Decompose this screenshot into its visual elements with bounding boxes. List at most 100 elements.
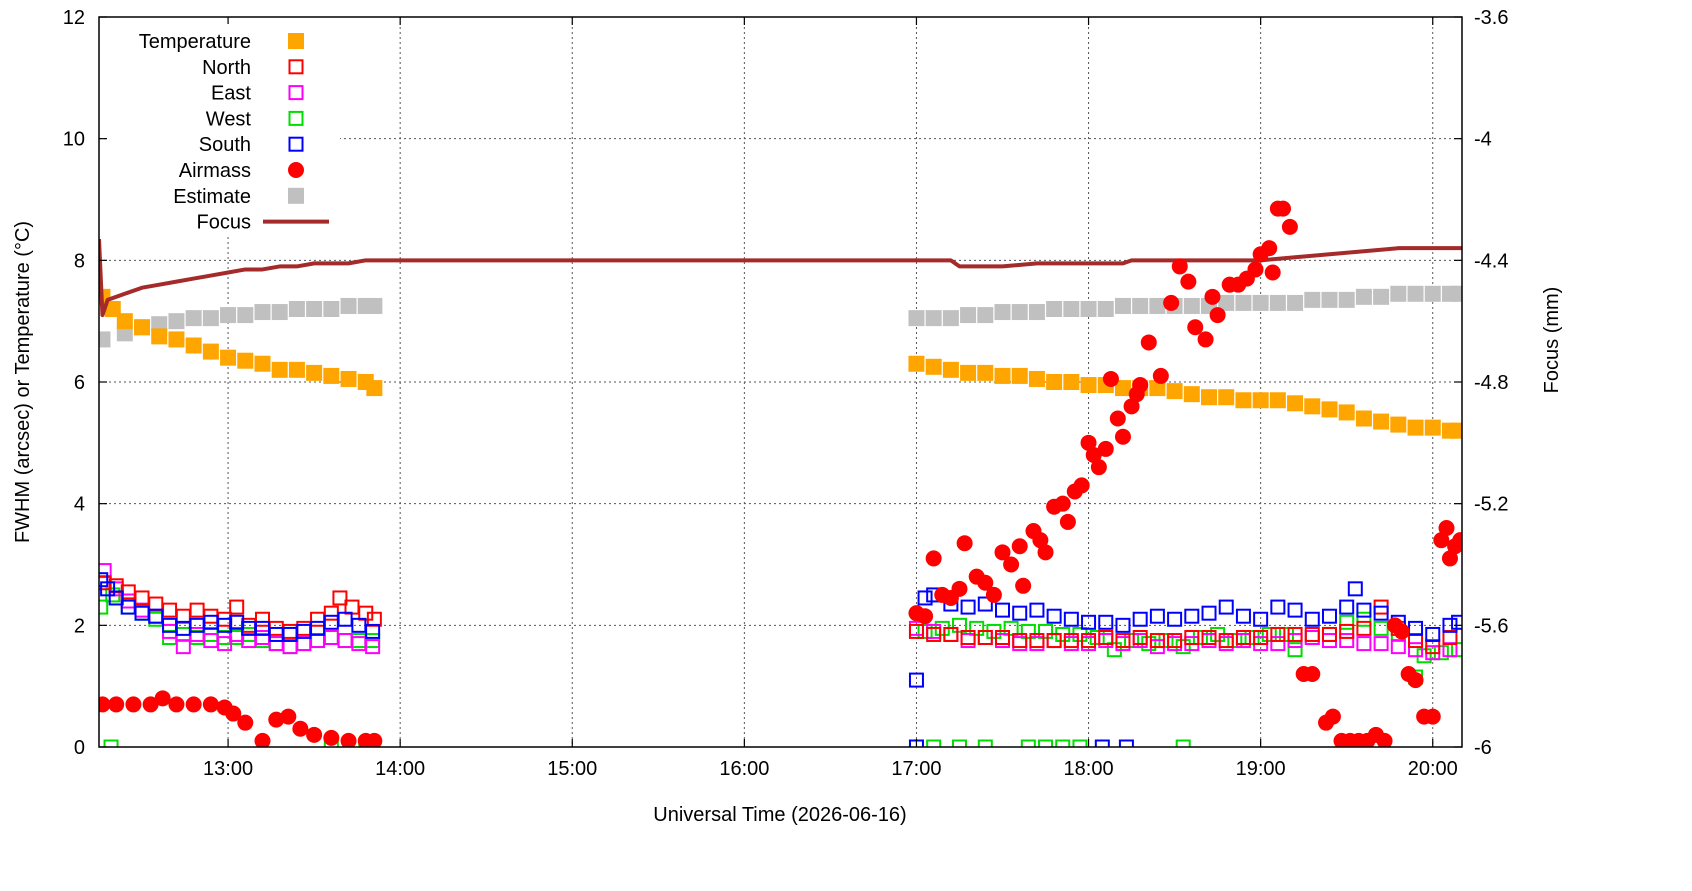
south-point <box>323 614 339 630</box>
airmass-point <box>917 608 934 625</box>
legend-label-east: East <box>211 83 251 105</box>
east-point <box>175 639 191 655</box>
temperature-point <box>1407 419 1424 436</box>
temperature-point <box>960 364 977 381</box>
estimate-point <box>1304 291 1321 308</box>
legend-label-estimate: Estimate <box>173 186 251 208</box>
estimate-point <box>151 316 168 333</box>
west-point <box>951 617 967 633</box>
north-point <box>310 611 326 627</box>
temperature-point <box>1252 392 1269 409</box>
north-point <box>960 630 976 645</box>
east-point <box>1356 636 1372 652</box>
airmass-point <box>1376 732 1393 747</box>
y-tick-label: 12 <box>63 7 85 29</box>
temperature-point <box>288 361 305 378</box>
south-point <box>1373 605 1389 621</box>
south-point <box>1425 626 1441 642</box>
south-point <box>1118 739 1134 747</box>
legend-label-temperature: Temperature <box>139 31 251 53</box>
west-point <box>969 620 985 636</box>
west-point <box>103 739 119 747</box>
airmass-point <box>1090 459 1107 476</box>
south-point <box>995 602 1011 618</box>
west-point <box>1451 642 1462 658</box>
airmass-point <box>1438 520 1455 536</box>
south-point <box>1218 599 1234 615</box>
airmass-point <box>1304 666 1321 682</box>
airmass-point <box>1097 440 1114 457</box>
legend-swatch-east <box>288 85 304 101</box>
north-point <box>1442 630 1458 645</box>
east-point <box>995 633 1011 649</box>
x-tick-label: 20:00 <box>1408 758 1458 780</box>
south-point <box>1321 608 1337 624</box>
south-point <box>1347 581 1363 597</box>
west-point <box>254 633 270 649</box>
temperature-point <box>1338 404 1355 421</box>
airmass-point <box>99 696 111 713</box>
south-point <box>1149 608 1165 624</box>
west-point <box>1038 739 1054 747</box>
legend-swatch-north <box>288 59 304 75</box>
north-point <box>1218 633 1234 649</box>
east-point <box>1235 633 1251 649</box>
south-point <box>337 611 353 627</box>
airmass-point <box>237 714 254 731</box>
south-point <box>1339 599 1355 615</box>
estimate-point <box>1097 301 1114 317</box>
temperature-point <box>1321 401 1338 418</box>
west-point <box>926 739 942 747</box>
south-point <box>1235 608 1251 624</box>
x-tick-label: 15:00 <box>547 758 597 780</box>
temperature-point <box>99 288 111 305</box>
east-point <box>148 608 164 624</box>
estimate-point <box>288 301 305 317</box>
north-point <box>1201 630 1217 645</box>
airmass-point <box>1261 240 1278 257</box>
north-point <box>1149 633 1165 649</box>
east-point <box>1132 633 1148 649</box>
estimate-point <box>1252 294 1269 311</box>
east-point <box>189 626 205 642</box>
south-point <box>1046 608 1062 624</box>
south-point <box>1167 611 1183 627</box>
temperature-point <box>1063 374 1080 390</box>
estimate-point <box>1390 285 1407 302</box>
estimate-point <box>271 304 288 321</box>
estimate-point <box>168 313 185 330</box>
north-point <box>977 630 993 645</box>
airmass-point <box>1171 258 1188 275</box>
y2-tick-label: -4 <box>1474 129 1492 151</box>
temperature-point <box>1011 367 1028 384</box>
north-point <box>1408 633 1424 649</box>
north-point <box>1339 623 1355 639</box>
north-point <box>148 596 164 612</box>
estimate-point <box>994 304 1011 321</box>
airmass-point <box>1204 288 1221 305</box>
legend-swatch-west <box>288 110 304 126</box>
airmass-point <box>1003 556 1020 573</box>
airmass-point <box>1114 428 1131 445</box>
south-point <box>1094 739 1110 747</box>
x-tick-label: 13:00 <box>203 758 253 780</box>
temperature-point <box>1287 395 1304 412</box>
legend-swatch-south <box>288 136 304 152</box>
west-point <box>282 639 298 655</box>
temperature-point <box>942 361 959 378</box>
estimate-point <box>220 307 237 324</box>
airmass-point <box>1187 319 1204 336</box>
temperature-point <box>1373 413 1390 430</box>
airmass-point <box>142 696 159 713</box>
east-point <box>323 630 339 645</box>
estimate-point <box>1321 291 1338 308</box>
estimate-point <box>1407 285 1424 302</box>
south-point <box>960 599 976 615</box>
north-point <box>323 605 339 621</box>
airmass-point <box>1032 532 1049 549</box>
series-airmass <box>99 200 1462 747</box>
airmass-point <box>1109 410 1126 427</box>
estimate-point <box>254 304 271 321</box>
north-point <box>282 623 298 639</box>
estimate-point <box>977 307 994 324</box>
